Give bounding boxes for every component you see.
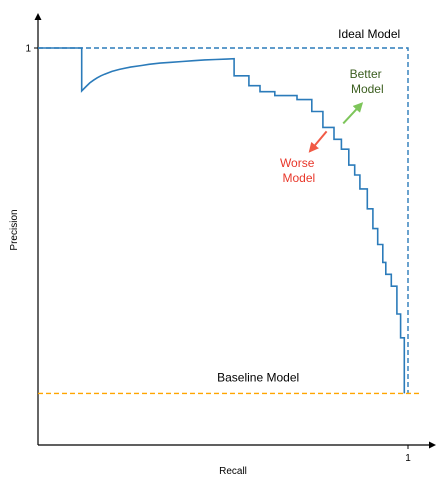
better-model-label-line-2: Model xyxy=(351,82,384,96)
worse-model-label-line-1: Worse xyxy=(280,156,315,170)
better-model-label-line-1: Better xyxy=(350,67,382,81)
worse-arrow-icon xyxy=(308,130,328,153)
x-axis-label: Recall xyxy=(219,466,247,477)
x-axis-arrow-icon xyxy=(429,441,436,449)
ideal-model-line xyxy=(38,47,409,394)
worse-model-label-line-2: Model xyxy=(283,171,316,185)
better-arrow-icon xyxy=(342,102,364,125)
better-model-label: Better Model xyxy=(350,67,385,96)
x-tick-label: 1 xyxy=(405,453,411,464)
ideal-model-label: Ideal Model xyxy=(338,27,400,41)
pr-curve-line xyxy=(38,47,406,394)
worse-model-label: Worse Model xyxy=(280,156,318,185)
y-axis-arrow-icon xyxy=(34,13,42,20)
y-tick-label: 1 xyxy=(25,44,31,55)
baseline-model-label: Baseline Model xyxy=(217,370,299,384)
y-axis-label: Precision xyxy=(9,209,20,250)
